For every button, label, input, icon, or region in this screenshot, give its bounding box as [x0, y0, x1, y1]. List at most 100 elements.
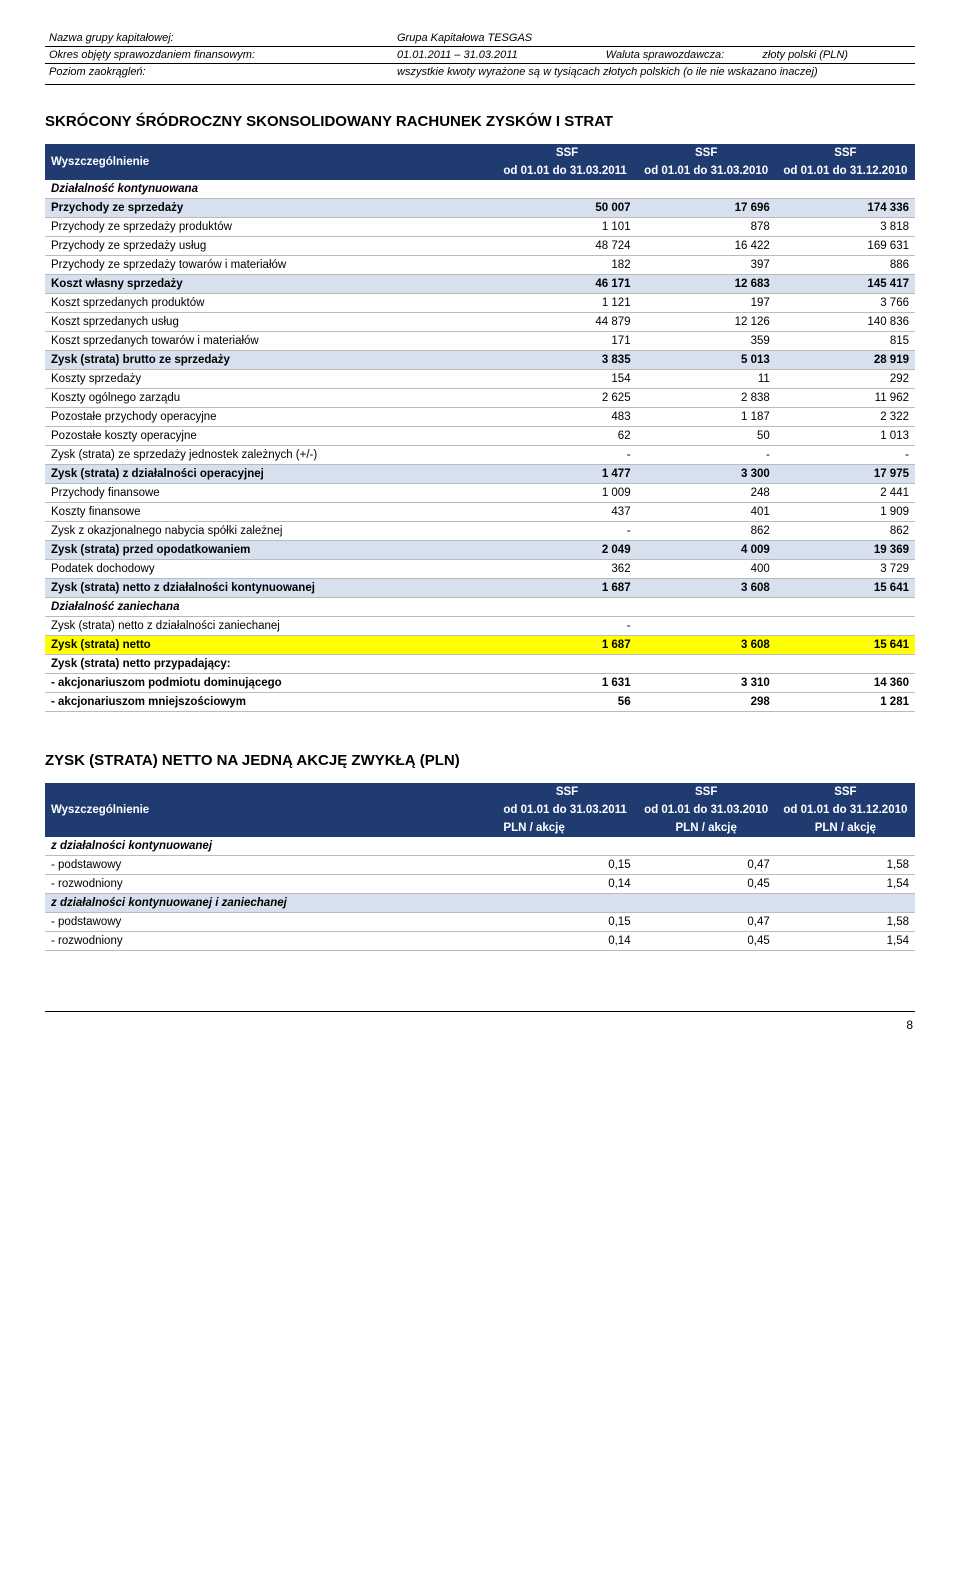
- row-value: 19 369: [776, 541, 915, 560]
- eps-col2-sub: od 01.01 do 31.12.2010: [776, 801, 915, 819]
- row-value: 0,15: [497, 913, 636, 932]
- table-row: Zysk (strata) netto przypadający:: [45, 655, 915, 674]
- table-row: Koszt sprzedanych usług44 87912 126140 8…: [45, 313, 915, 332]
- row-value: 2 322: [776, 408, 915, 427]
- row-value: 154: [497, 370, 636, 389]
- row-value: 0,14: [497, 875, 636, 894]
- row-value: 292: [776, 370, 915, 389]
- eps-col0-unit: PLN / akcję: [497, 819, 636, 837]
- row-value: [776, 837, 915, 856]
- row-label: - akcjonariuszom podmiotu dominującego: [45, 674, 497, 693]
- row-label: Zysk (strata) z działalności operacyjnej: [45, 465, 497, 484]
- row-label: Działalność zaniechana: [45, 598, 497, 617]
- row-label: - akcjonariuszom mniejszościowym: [45, 693, 497, 712]
- row-value: 298: [637, 693, 776, 712]
- row-value: 197: [637, 294, 776, 313]
- row-value: 3 766: [776, 294, 915, 313]
- row-value: 4 009: [637, 541, 776, 560]
- table-row: Koszt sprzedanych produktów1 1211973 766: [45, 294, 915, 313]
- row-value: 169 631: [776, 237, 915, 256]
- table-row: Przychody ze sprzedaży50 00717 696174 33…: [45, 199, 915, 218]
- row-value: 17 696: [637, 199, 776, 218]
- row-value: 15 641: [776, 579, 915, 598]
- row-value: 11 962: [776, 389, 915, 408]
- row-value: 0,47: [637, 913, 776, 932]
- row-value: 1 009: [497, 484, 636, 503]
- row-value: 483: [497, 408, 636, 427]
- table-row: Podatek dochodowy3624003 729: [45, 560, 915, 579]
- row-value: 1 631: [497, 674, 636, 693]
- header-separator: [45, 84, 915, 85]
- eps-col1-top: SSF: [637, 783, 776, 801]
- row-value: 3 818: [776, 218, 915, 237]
- hdr-rounding-label: Poziom zaokrągleń:: [45, 64, 393, 81]
- row-value: 182: [497, 256, 636, 275]
- row-label: Zysk (strata) netto z działalności konty…: [45, 579, 497, 598]
- pl-col2-sub: od 01.01 do 31.12.2010: [776, 162, 915, 180]
- row-label: Koszt własny sprzedaży: [45, 275, 497, 294]
- table-row: Działalność zaniechana: [45, 598, 915, 617]
- row-value: 0,14: [497, 932, 636, 951]
- row-value: 1 121: [497, 294, 636, 313]
- pl-table: Wyszczególnienie SSF SSF SSF od 01.01 do…: [45, 144, 915, 712]
- eps-col-label: Wyszczególnienie: [45, 783, 497, 837]
- table-row: Koszty ogólnego zarządu2 6252 83811 962: [45, 389, 915, 408]
- table-row: Koszty finansowe4374011 909: [45, 503, 915, 522]
- row-value: 0,47: [637, 856, 776, 875]
- table-row: z działalności kontynuowanej: [45, 837, 915, 856]
- row-value: 12 683: [637, 275, 776, 294]
- row-value: 878: [637, 218, 776, 237]
- row-label: - podstawowy: [45, 856, 497, 875]
- row-value: [776, 617, 915, 636]
- pl-col0-sub: od 01.01 do 31.03.2011: [497, 162, 636, 180]
- row-label: Koszt sprzedanych towarów i materiałów: [45, 332, 497, 351]
- row-value: [637, 180, 776, 199]
- row-value: 145 417: [776, 275, 915, 294]
- row-value: -: [497, 446, 636, 465]
- page-root: Nazwa grupy kapitałowej: Grupa Kapitałow…: [0, 0, 960, 1072]
- table-row: Pozostałe przychody operacyjne4831 1872 …: [45, 408, 915, 427]
- row-label: Przychody ze sprzedaży usług: [45, 237, 497, 256]
- table-row: Przychody ze sprzedaży towarów i materia…: [45, 256, 915, 275]
- hdr-currency-label: Waluta sprawozdawcza:: [602, 47, 759, 64]
- row-value: [497, 180, 636, 199]
- row-value: [776, 894, 915, 913]
- row-label: Koszt sprzedanych produktów: [45, 294, 497, 313]
- row-value: 862: [776, 522, 915, 541]
- table-row: - podstawowy0,150,471,58: [45, 913, 915, 932]
- table-row: Działalność kontynuowana: [45, 180, 915, 199]
- row-label: Zysk (strata) netto z działalności zanie…: [45, 617, 497, 636]
- row-value: 3 608: [637, 636, 776, 655]
- row-value: 0,45: [637, 875, 776, 894]
- row-label: Pozostałe przychody operacyjne: [45, 408, 497, 427]
- row-label: Przychody finansowe: [45, 484, 497, 503]
- table-row: z działalności kontynuowanej i zaniechan…: [45, 894, 915, 913]
- table-row: Zysk (strata) brutto ze sprzedaży3 8355 …: [45, 351, 915, 370]
- row-value: 1 477: [497, 465, 636, 484]
- eps-col1-sub: od 01.01 do 31.03.2010: [637, 801, 776, 819]
- row-value: 1,54: [776, 875, 915, 894]
- table-row: - podstawowy0,150,471,58: [45, 856, 915, 875]
- row-label: Przychody ze sprzedaży towarów i materia…: [45, 256, 497, 275]
- row-value: 50 007: [497, 199, 636, 218]
- row-value: 362: [497, 560, 636, 579]
- row-value: [776, 655, 915, 674]
- row-value: 1 687: [497, 579, 636, 598]
- row-value: 400: [637, 560, 776, 579]
- row-value: 886: [776, 256, 915, 275]
- table-row: Przychody ze sprzedaży usług48 72416 422…: [45, 237, 915, 256]
- row-label: Zysk (strata) przed opodatkowaniem: [45, 541, 497, 560]
- row-value: 1 187: [637, 408, 776, 427]
- hdr-group-label: Nazwa grupy kapitałowej:: [45, 30, 393, 47]
- row-value: [776, 180, 915, 199]
- row-value: 3 729: [776, 560, 915, 579]
- hdr-period-label: Okres objęty sprawozdaniem finansowym:: [45, 47, 393, 64]
- row-value: 862: [637, 522, 776, 541]
- pl-col2-top: SSF: [776, 144, 915, 162]
- table-row: Przychody finansowe1 0092482 441: [45, 484, 915, 503]
- doc-header: Nazwa grupy kapitałowej: Grupa Kapitałow…: [45, 30, 915, 80]
- row-label: Podatek dochodowy: [45, 560, 497, 579]
- row-label: - rozwodniony: [45, 875, 497, 894]
- row-value: 48 724: [497, 237, 636, 256]
- table-row: - akcjonariuszom podmiotu dominującego1 …: [45, 674, 915, 693]
